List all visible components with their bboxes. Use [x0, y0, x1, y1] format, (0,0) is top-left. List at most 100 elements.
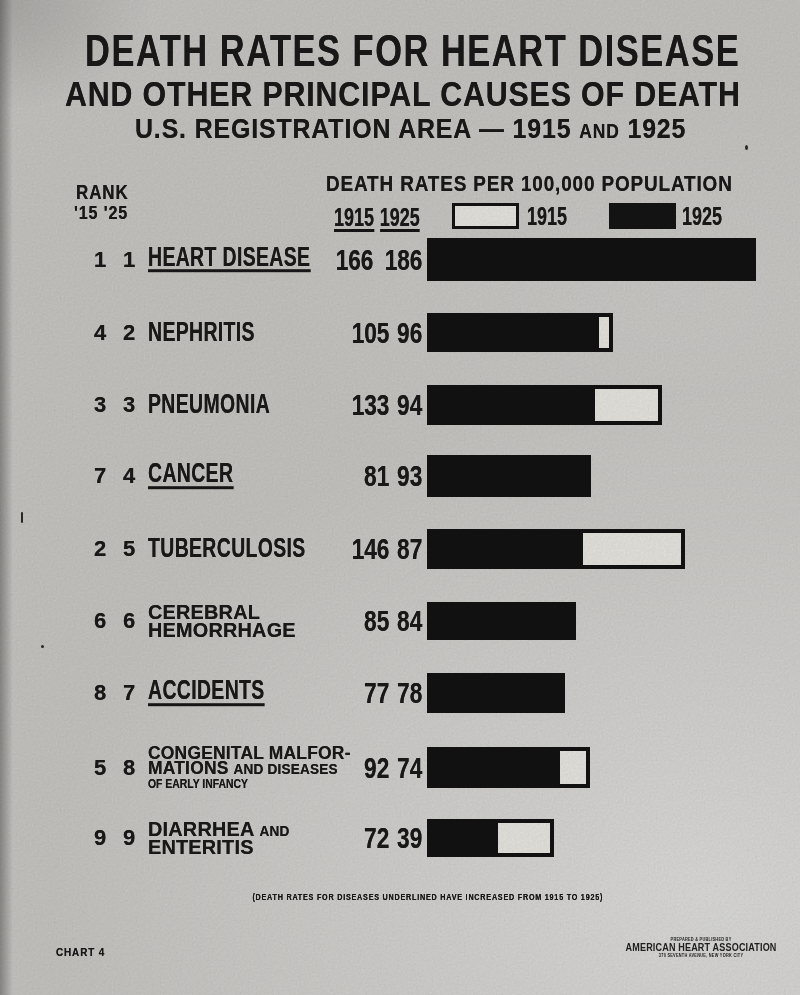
rate-1915-value: 146: [352, 533, 390, 566]
bar-1925: [427, 673, 565, 713]
bar: [427, 313, 613, 352]
publisher-block: PREPARED & PUBLISHED BY AMERICAN HEART A…: [626, 937, 777, 958]
cause-label-part: NEPHRITIS: [148, 317, 255, 347]
chart-title-line1: DEATH RATES FOR HEART DISEASE: [85, 25, 800, 77]
cause-label: ACCIDENTS: [148, 680, 310, 706]
rank-1925-value: 5: [115, 536, 143, 562]
rate-values: 7239: [330, 822, 422, 855]
cause-row: 99DIARRHEA ANDENTERITIS7239: [0, 819, 800, 857]
rate-1925-value: 84: [397, 605, 422, 638]
cause-row: 33PNEUMONIA13394: [0, 385, 800, 425]
cause-label-line: CANCER: [148, 463, 267, 489]
cause-label-part: TUBERCULOSIS: [148, 533, 306, 563]
rate-values: 10596: [330, 316, 422, 349]
cause-label-text: HEMORRHAGE: [148, 621, 296, 639]
rank-1915-value: 1: [86, 247, 114, 273]
chart-number: CHART 4: [56, 946, 111, 958]
rank-1925-value: 4: [115, 463, 143, 489]
cause-label: CEREBRALHEMORRHAGE: [148, 603, 300, 639]
cause-label-line: PNEUMONIA: [148, 393, 318, 416]
cause-label-text: PNEUMONIA: [148, 393, 270, 416]
legend-label-1915: 1915: [527, 203, 583, 229]
cause-label: CONGENITAL MALFOR-MATIONS AND DISEASESOF…: [148, 745, 357, 790]
rank-header: RANK: [76, 181, 138, 204]
cause-row: 25TUBERCULOSIS14687: [0, 529, 800, 569]
rate-1925-value: 94: [397, 389, 422, 422]
cause-label-part: PNEUMONIA: [148, 389, 270, 419]
cause-row: 58CONGENITAL MALFOR-MATIONS AND DISEASES…: [0, 747, 800, 788]
cause-label-text: MATIONS AND DISEASES: [148, 761, 338, 776]
bar: [427, 529, 685, 569]
rate-1915-value: 166: [336, 243, 374, 276]
legend-swatch-1915: [452, 203, 519, 229]
rate-values: 8584: [330, 605, 422, 638]
cause-label-part: OF EARLY INFANCY: [148, 776, 248, 791]
cause-label-line: HEMORRHAGE: [148, 621, 300, 639]
cause-label-line: OF EARLY INFANCY: [148, 776, 357, 790]
cause-row: 42NEPHRITIS10596: [0, 313, 800, 352]
bar-1925: [427, 819, 496, 857]
cause-label-text: ACCIDENTS: [148, 680, 265, 706]
rank-1925-value: 2: [115, 320, 143, 346]
cause-row: 74CANCER 8193: [0, 455, 800, 497]
rank-1915-value: 7: [86, 463, 114, 489]
rate-1915-value: 85: [365, 605, 390, 638]
scan-artifact: [21, 512, 23, 523]
cause-label-line: NEPHRITIS: [148, 321, 297, 344]
bar: [427, 673, 565, 713]
rate-1915-value: 72: [365, 822, 390, 855]
chart-title-line2: AND OTHER PRINCIPAL CAUSES OF DEATH: [65, 74, 800, 115]
rate-values: 7778: [330, 677, 422, 710]
bar: [427, 385, 662, 425]
rate-1915-value: 105: [352, 316, 390, 349]
cause-label-part: AND DISEASES: [234, 761, 338, 777]
bar-1915-extension: [591, 385, 662, 425]
legend-swatch-1925: [609, 203, 676, 229]
bar-1925: [427, 602, 576, 640]
cause-label: NEPHRITIS: [148, 321, 297, 344]
rank-1925-value: 7: [115, 680, 143, 706]
rank-1925-value: 8: [115, 755, 143, 781]
cause-label-part: AND: [259, 823, 289, 839]
publisher-name: AMERICAN HEART ASSOCIATION: [626, 942, 777, 953]
bar: [427, 747, 590, 788]
bar: [427, 602, 576, 640]
bar: [427, 455, 591, 497]
bar: [427, 819, 554, 857]
cause-label-text: NEPHRITIS: [148, 321, 255, 344]
bar-1925: [427, 385, 593, 425]
publisher-address: 370 SEVENTH AVENUE, NEW YORK CITY: [626, 953, 777, 958]
rate-1925-value: 78: [397, 677, 422, 710]
legend-label-1925: 1925: [682, 203, 738, 229]
rate-1925-value: 87: [397, 533, 422, 566]
cause-label-part: HEART DISEASE: [148, 242, 310, 272]
bar-1925: [427, 313, 597, 352]
rate-values: 9274: [330, 751, 422, 784]
rate-1915-value: 77: [365, 677, 390, 710]
rate-1925-value: 96: [397, 316, 422, 349]
rank-1925-value: 6: [115, 608, 143, 634]
cause-label: DIARRHEA ANDENTERITIS: [148, 820, 294, 856]
rates-axis-label: DEATH RATES PER 100,000 POPULATION: [326, 171, 799, 197]
rate-values: 8193: [330, 460, 422, 493]
rank-1915-value: 3: [86, 392, 114, 418]
cause-label-part: CANCER: [148, 458, 233, 488]
rate-values: 13394: [330, 389, 422, 422]
cause-label-text: HEART DISEASE: [148, 247, 310, 273]
bar-1915-extension: [595, 313, 613, 352]
cause-label-line: ACCIDENTS: [148, 680, 310, 706]
bar-1915-extension: [556, 747, 590, 788]
rank-years-header: '15 '25: [74, 202, 138, 224]
cause-row: 11HEART DISEASE166186: [0, 238, 800, 281]
bar: [427, 238, 756, 281]
bar-1915-extension: [579, 529, 685, 569]
cause-label-line: MATIONS AND DISEASES: [148, 761, 357, 776]
rank-1915-value: 5: [86, 755, 114, 781]
rate-1925-value: 186: [384, 243, 422, 276]
scan-artifact: [41, 645, 44, 648]
rank-1915-value: 9: [86, 825, 114, 851]
rate-1915-value: 92: [365, 751, 390, 784]
bar-1925: [427, 529, 581, 569]
cause-row: 66CEREBRALHEMORRHAGE8584: [0, 602, 800, 640]
rank-1925-value: 9: [115, 825, 143, 851]
